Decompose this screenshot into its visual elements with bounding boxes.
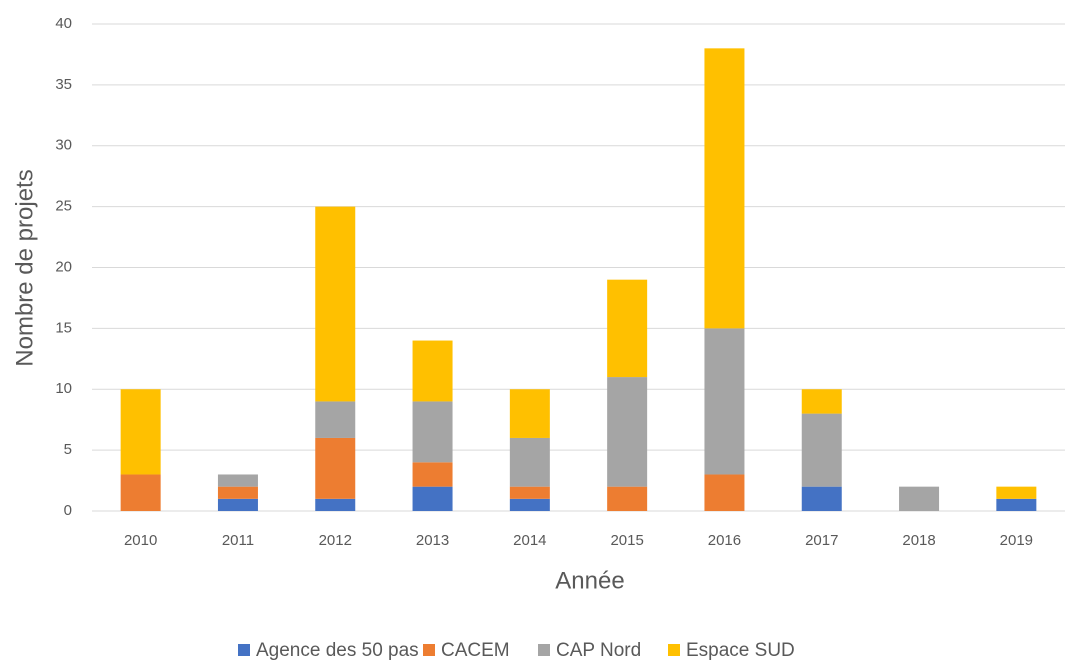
legend-swatch	[238, 644, 250, 656]
x-tick-label: 2017	[805, 532, 838, 549]
bar-segment	[412, 486, 453, 511]
bar-segment	[899, 486, 940, 511]
y-tick-label: 0	[64, 502, 72, 519]
bar-segment	[509, 389, 550, 438]
bar-segment	[607, 279, 648, 378]
x-tick-label: 2011	[222, 532, 254, 549]
x-tick-label: 2015	[610, 532, 643, 549]
bar-segment	[315, 206, 356, 402]
bar-segment	[315, 498, 356, 511]
x-axis-title: Année	[555, 567, 624, 594]
x-tick-label: 2013	[416, 532, 449, 549]
bar-segment	[120, 389, 161, 475]
bar-segment	[412, 401, 453, 463]
bar-segment	[607, 377, 648, 487]
x-tick-label: 2014	[513, 532, 546, 549]
x-tick-label: 2018	[902, 532, 935, 549]
bar-segment	[509, 486, 550, 499]
legend-swatch	[423, 644, 435, 656]
bar-segment	[509, 437, 550, 487]
legend-swatch	[668, 644, 680, 656]
x-tick-label: 2012	[319, 532, 352, 549]
y-tick-label: 15	[55, 319, 72, 336]
bar-segment	[120, 474, 161, 511]
bar-segment	[801, 413, 842, 487]
x-tick-label: 2016	[708, 532, 741, 549]
y-tick-label: 25	[55, 198, 72, 215]
bar-segment	[315, 401, 356, 438]
y-tick-label: 10	[55, 380, 72, 397]
y-tick-label: 40	[55, 15, 72, 32]
legend-text: Espace SUD	[686, 640, 795, 661]
y-tick-label: 35	[55, 76, 72, 93]
legend-text: Agence des 50 pas	[256, 640, 419, 661]
bar-segment	[217, 486, 258, 499]
bar-segment	[315, 437, 356, 499]
bar-segment	[412, 462, 453, 487]
bar-segment	[704, 328, 745, 475]
x-tick-label: 2010	[124, 532, 157, 549]
y-tick-label: 30	[55, 137, 72, 154]
y-tick-label: 5	[64, 441, 72, 458]
legend-text: CAP Nord	[556, 640, 641, 661]
y-axis-title: Nombre de projets	[11, 169, 38, 366]
bar-segment	[217, 498, 258, 511]
bar-segment	[996, 498, 1037, 511]
bar-segment	[704, 474, 745, 511]
bar-segment	[801, 486, 842, 511]
bar-segment	[996, 486, 1037, 499]
bar-segment	[412, 340, 453, 402]
bar-segment	[509, 498, 550, 511]
bar-segment	[217, 474, 258, 487]
legend-swatch	[538, 644, 550, 656]
bar-segment	[704, 48, 745, 329]
bar-segment	[801, 389, 842, 414]
bar-segment	[607, 486, 648, 511]
y-tick-label: 20	[55, 258, 72, 275]
legend-text: CACEM	[441, 640, 510, 661]
x-tick-label: 2019	[1000, 532, 1033, 549]
